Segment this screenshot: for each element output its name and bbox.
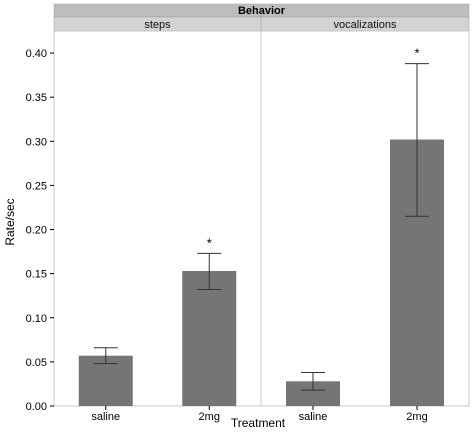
error-bar-steps-2mg [197, 252, 222, 291]
significance-marker: * [207, 235, 212, 250]
significance-marker: * [414, 46, 419, 61]
y-tick-label: 0.25 [26, 180, 47, 192]
x-tick-label: saline [299, 411, 328, 423]
error-bar-steps-saline [93, 347, 118, 365]
y-tick-label: 0.00 [26, 401, 47, 413]
y-tick-label: 0.40 [26, 48, 47, 60]
y-tick-label: 0.05 [26, 357, 47, 369]
panel-frame-1 [260, 30, 470, 407]
y-tick-label: 0.35 [26, 92, 47, 104]
y-tick-label: 0.10 [26, 313, 47, 325]
x-tick-label: saline [91, 411, 120, 423]
x-axis-title: Treatment [231, 416, 286, 430]
y-axis-title: Rate/sec [3, 198, 17, 245]
y-tick-label: 0.15 [26, 269, 47, 281]
y-tick-label: 0.30 [26, 136, 47, 148]
error-bar-vocalizations-2mg [405, 63, 429, 217]
x-tick-label: 2mg [199, 411, 220, 423]
error-bar-vocalizations-saline [301, 371, 325, 391]
panel-strip-label-vocalizations: vocalizations [334, 19, 397, 31]
facet-title: Behavior [238, 5, 286, 17]
x-tick-label: 2mg [406, 411, 427, 423]
plot-area: saline * 2mg saline * 2mg 0.00 0.05 0.10 0.15 0.20… [26, 30, 470, 423]
y-tick-label: 0.20 [26, 225, 47, 237]
panel-strip-label-steps: steps [144, 19, 171, 31]
bar-steps-2mg [182, 271, 237, 406]
